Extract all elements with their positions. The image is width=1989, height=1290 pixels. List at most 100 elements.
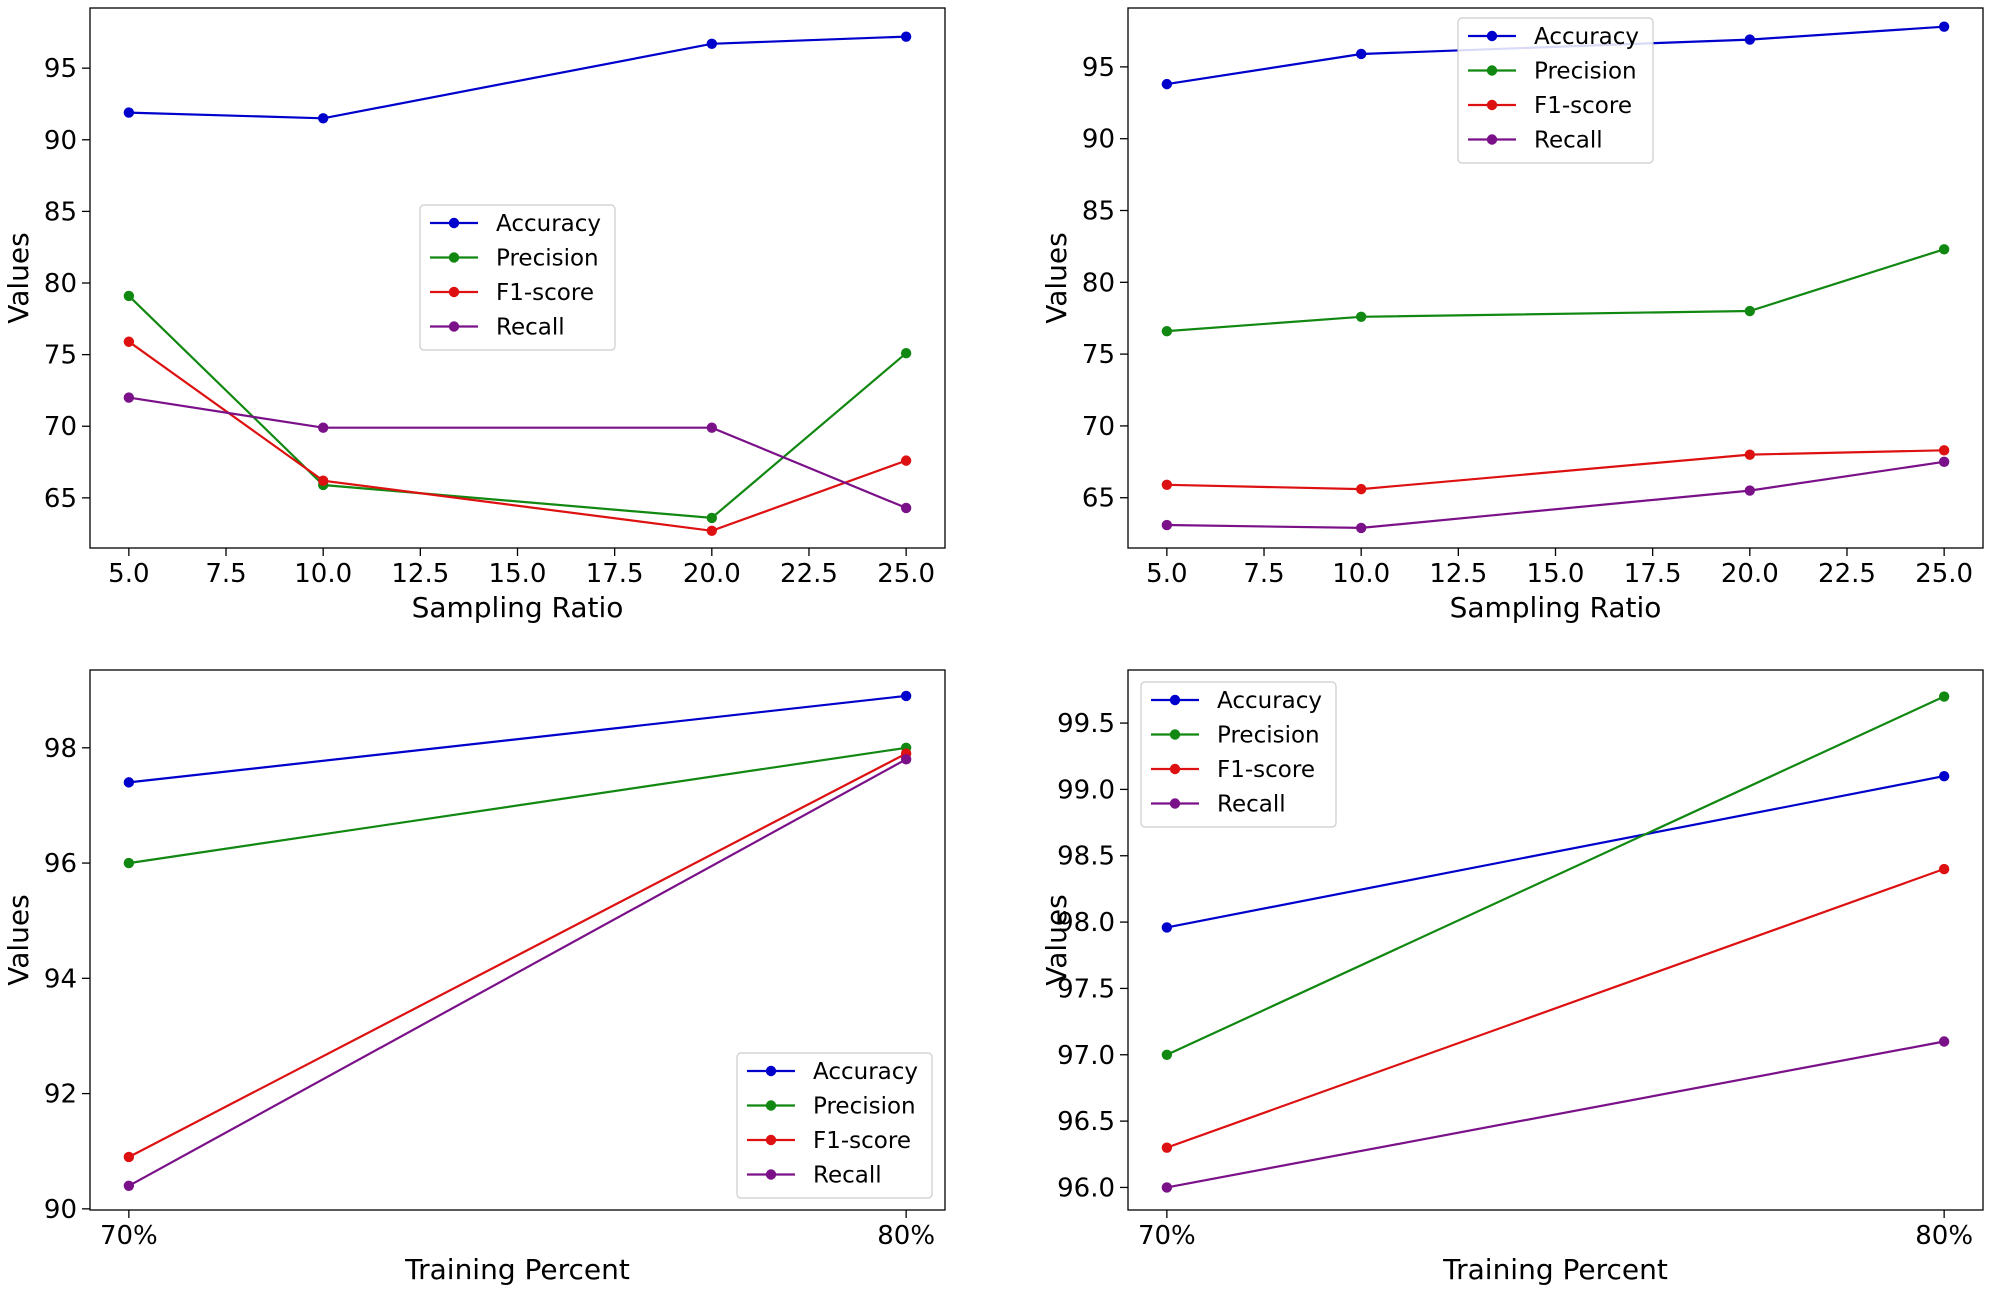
series-line-accuracy <box>128 694 907 784</box>
series-line-recall <box>128 758 907 1187</box>
data-point-accuracy <box>706 38 718 50</box>
x-axis-label: Training Percent <box>404 1253 630 1286</box>
legend-marker <box>448 286 460 298</box>
y-tick-label: 90 <box>44 126 77 156</box>
data-point-recall <box>900 754 912 765</box>
legend-marker <box>1169 798 1181 809</box>
x-tick-label: 80% <box>1915 1221 1973 1251</box>
data-point-accuracy <box>1938 770 1950 782</box>
data-point-precision <box>1355 311 1367 322</box>
x-tick-label: 25.0 <box>1915 559 1973 589</box>
series-line-f1-score <box>128 752 907 1158</box>
x-tick-label: 10.0 <box>1332 559 1390 589</box>
y-tick-label: 65 <box>44 484 77 514</box>
legend-marker <box>1486 99 1498 111</box>
legend-label: F1-score <box>1217 757 1315 783</box>
y-tick-label: 98 <box>44 734 77 764</box>
data-point-accuracy <box>1355 48 1367 60</box>
legend-marker <box>1169 763 1181 775</box>
y-axis-label: Values <box>2 894 35 985</box>
legend-marker <box>448 321 460 332</box>
series-line-precision <box>1166 695 1945 1056</box>
y-tick-label: 95 <box>44 54 77 84</box>
legend-box <box>1457 17 1654 164</box>
legend-marker <box>1486 30 1498 42</box>
x-tick-label: 70% <box>1138 1221 1196 1251</box>
data-point-accuracy <box>900 690 912 702</box>
legend-marker <box>1486 134 1498 145</box>
x-tick-label: 20.0 <box>683 559 741 589</box>
data-point-recall <box>706 422 718 433</box>
data-point-precision <box>1938 691 1950 702</box>
legend: Accuracy Precision F1-score Recall <box>1140 681 1337 828</box>
chart-panel-3: 70% 80% 90 92 94 96 98 Training Percent Values Ac… <box>2 669 946 1286</box>
x-axis-label: Training Percent <box>1442 1253 1668 1286</box>
data-point-recall <box>1161 1182 1173 1193</box>
legend-box <box>1140 681 1337 828</box>
y-tick-label: 96.0 <box>1057 1173 1115 1203</box>
data-point-accuracy <box>1161 78 1173 90</box>
legend-marker <box>448 252 460 263</box>
x-axis-label: Sampling Ratio <box>412 591 624 624</box>
legend-marker <box>1169 729 1181 740</box>
y-tick-label: 70 <box>44 412 77 442</box>
data-point-f1-score <box>1161 479 1173 491</box>
x-tick-label: 7.5 <box>1243 559 1284 589</box>
y-tick-label: 97.0 <box>1057 1041 1115 1071</box>
y-tick-label: 90 <box>44 1195 77 1225</box>
legend-label: Precision <box>813 1094 916 1120</box>
legend-label: Recall <box>1534 128 1603 154</box>
x-tick-label: 70% <box>100 1221 158 1251</box>
data-point-recall <box>1161 519 1173 531</box>
x-tick-label: 17.5 <box>1624 559 1682 589</box>
x-tick-label: 25.0 <box>877 559 935 589</box>
series-line-accuracy <box>128 35 907 120</box>
data-point-accuracy <box>317 113 329 124</box>
data-point-precision <box>1161 325 1173 337</box>
legend-label: Precision <box>496 246 599 272</box>
data-point-accuracy <box>1744 34 1756 45</box>
legend-label: F1-score <box>1534 93 1632 119</box>
data-point-f1-score <box>1161 1142 1173 1153</box>
y-tick-label: 75 <box>1082 340 1115 370</box>
legend-marker <box>1169 694 1181 706</box>
legend-marker <box>765 1100 777 1111</box>
data-point-accuracy <box>1161 922 1173 933</box>
legend-label: Accuracy <box>1534 24 1639 50</box>
legend-label: F1-score <box>496 280 594 306</box>
data-point-accuracy <box>900 31 912 42</box>
chart-panel-1: 5.0 7.5 10.0 12.5 15.0 17.5 20.0 22.5 25.0 65 70 75… <box>2 7 946 624</box>
y-tick-label: 75 <box>44 341 77 371</box>
legend-marker <box>765 1169 777 1180</box>
data-point-f1-score <box>1938 863 1950 875</box>
x-tick-label: 5.0 <box>108 559 149 589</box>
data-point-f1-score <box>706 525 718 537</box>
x-tick-label: 7.5 <box>205 559 246 589</box>
data-point-recall <box>1355 522 1367 534</box>
x-tick-label: 10.0 <box>294 559 352 589</box>
series-line-recall <box>128 396 907 509</box>
data-point-accuracy <box>123 777 135 788</box>
chart-panel-4: 70% 80% 96.0 96.5 97.0 97.5 98.0 98.5 99.0 99.5 Tr… <box>1040 669 1984 1286</box>
data-point-f1-score <box>123 1151 135 1163</box>
legend-label: Recall <box>1217 792 1286 818</box>
legend-marker <box>448 217 460 229</box>
y-tick-label: 80 <box>1082 268 1115 298</box>
y-tick-label: 99.5 <box>1057 709 1115 739</box>
legend-marker <box>765 1065 777 1077</box>
chart-panel-2: 5.0 7.5 10.0 12.5 15.0 17.5 20.0 22.5 25.0 65 70 75… <box>1040 7 1984 624</box>
series-line-f1-score <box>1166 449 1945 491</box>
series-line-accuracy <box>1166 775 1945 929</box>
x-tick-label: 17.5 <box>586 559 644 589</box>
y-tick-label: 94 <box>44 964 77 994</box>
y-axis-label: Values <box>2 232 35 323</box>
data-point-recall <box>1938 1036 1950 1047</box>
data-point-f1-score <box>1355 483 1367 495</box>
data-point-recall <box>1744 485 1756 496</box>
legend-label: Accuracy <box>813 1059 918 1085</box>
x-axis-label: Sampling Ratio <box>1450 591 1662 624</box>
series-line-recall <box>1166 460 1945 530</box>
legend-label: Precision <box>1217 723 1320 749</box>
x-tick-label: 5.0 <box>1146 559 1187 589</box>
